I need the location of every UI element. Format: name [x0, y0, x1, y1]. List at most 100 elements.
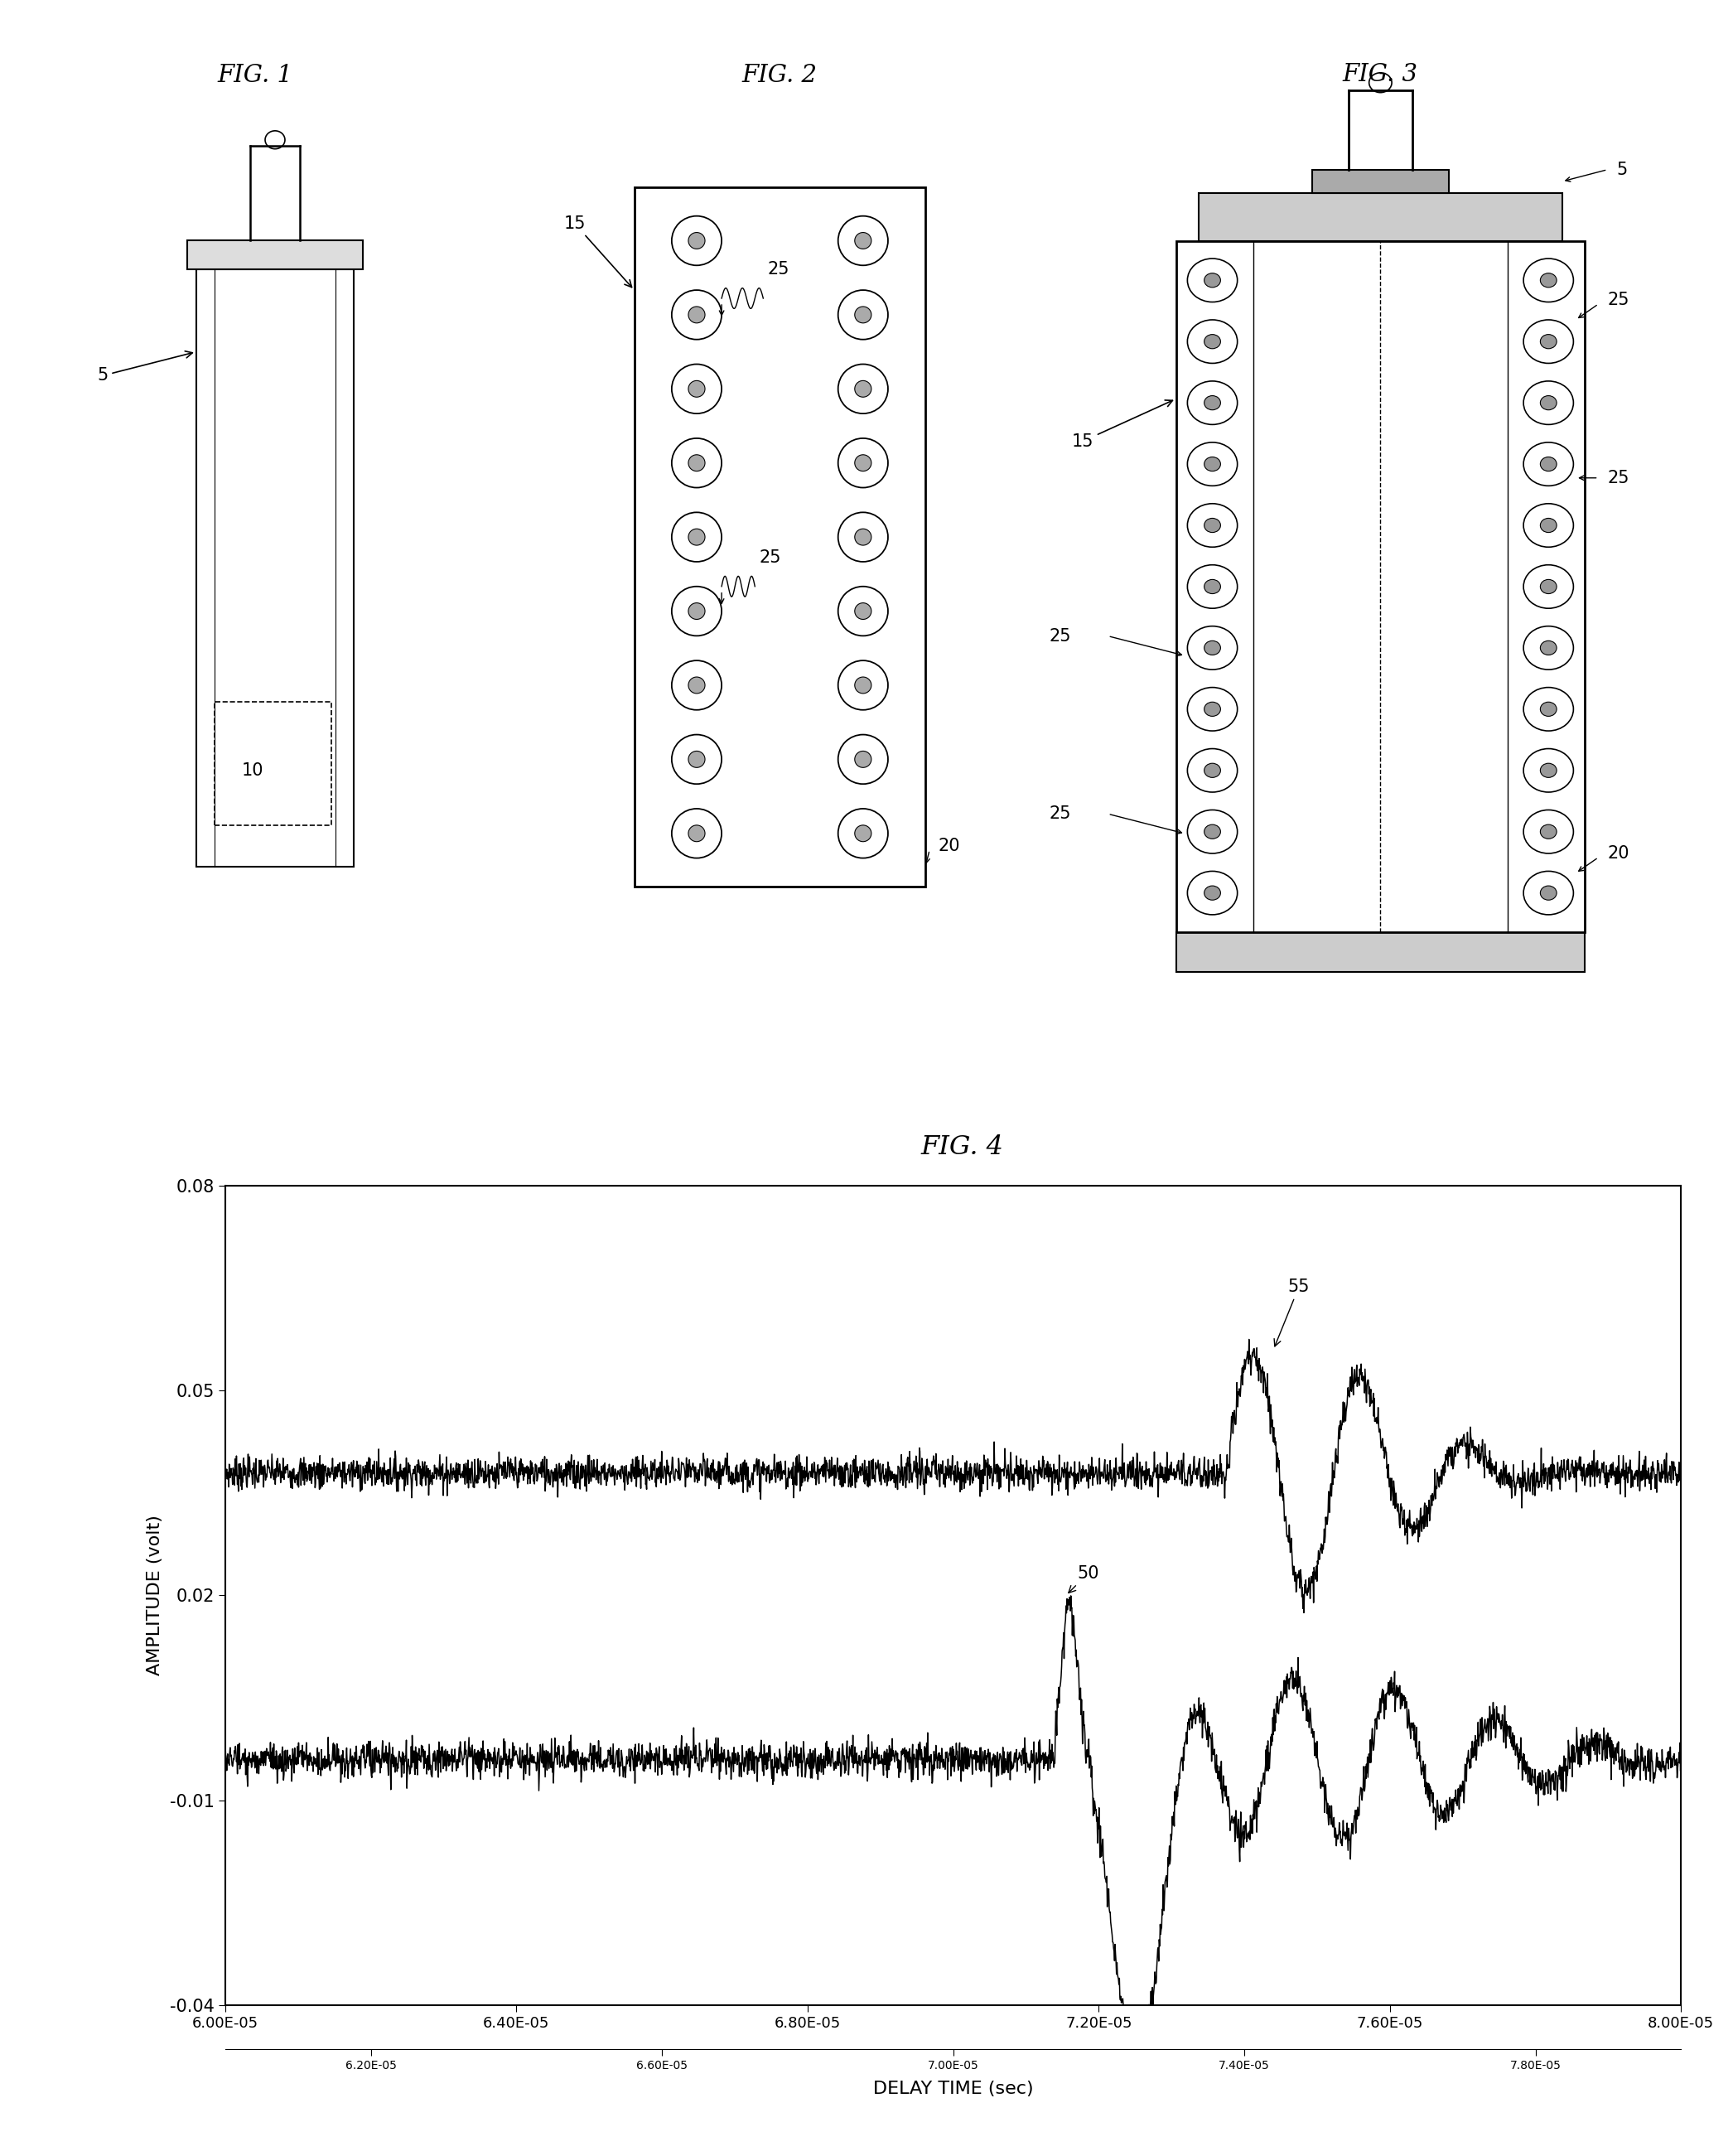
Circle shape [839, 216, 887, 265]
Circle shape [1523, 319, 1574, 362]
Circle shape [1204, 824, 1220, 839]
Text: 25: 25 [768, 261, 789, 278]
Circle shape [672, 364, 721, 414]
Circle shape [854, 455, 872, 472]
Circle shape [839, 586, 887, 636]
Circle shape [1541, 763, 1556, 778]
Circle shape [688, 677, 705, 694]
Circle shape [1187, 259, 1237, 302]
Circle shape [1187, 382, 1237, 425]
Circle shape [1187, 871, 1237, 914]
Circle shape [1541, 824, 1556, 839]
Text: 55: 55 [1274, 1279, 1310, 1345]
Circle shape [1541, 640, 1556, 655]
Text: 15: 15 [1071, 401, 1173, 451]
Circle shape [672, 808, 721, 858]
Circle shape [1204, 886, 1220, 899]
Circle shape [672, 291, 721, 338]
Circle shape [1541, 334, 1556, 349]
Circle shape [1204, 763, 1220, 778]
Circle shape [688, 306, 705, 323]
Text: FIG. 3: FIG. 3 [1343, 63, 1418, 86]
Circle shape [688, 233, 705, 248]
Text: 25: 25 [1608, 470, 1629, 487]
Bar [1199, 194, 1561, 241]
Text: 5: 5 [97, 351, 192, 384]
Circle shape [839, 291, 887, 338]
Bar [215, 701, 331, 826]
Circle shape [1541, 703, 1556, 716]
Circle shape [1541, 274, 1556, 287]
Circle shape [1541, 457, 1556, 472]
Bar [196, 270, 354, 867]
Circle shape [1541, 517, 1556, 533]
Text: 25: 25 [759, 550, 782, 565]
Text: 5: 5 [1617, 162, 1627, 179]
Circle shape [1523, 442, 1574, 485]
Circle shape [1369, 73, 1392, 93]
Text: FIG. 4: FIG. 4 [920, 1134, 1003, 1160]
Circle shape [1523, 871, 1574, 914]
Circle shape [854, 382, 872, 397]
Y-axis label: AMPLITUDE (volt): AMPLITUDE (volt) [146, 1516, 163, 1675]
Circle shape [1187, 319, 1237, 362]
Circle shape [688, 455, 705, 472]
Circle shape [1204, 640, 1220, 655]
Circle shape [1541, 397, 1556, 410]
Circle shape [672, 438, 721, 487]
Circle shape [688, 750, 705, 768]
Circle shape [672, 513, 721, 563]
Circle shape [839, 808, 887, 858]
Circle shape [854, 826, 872, 841]
Circle shape [854, 677, 872, 694]
Circle shape [1187, 442, 1237, 485]
Circle shape [672, 660, 721, 709]
Text: 20: 20 [938, 837, 960, 854]
Circle shape [839, 438, 887, 487]
Bar [1177, 241, 1584, 931]
Circle shape [1187, 748, 1237, 791]
Circle shape [1204, 334, 1220, 349]
Circle shape [1187, 625, 1237, 671]
Circle shape [839, 660, 887, 709]
Circle shape [688, 382, 705, 397]
Text: 50: 50 [1069, 1565, 1099, 1593]
Bar [1177, 931, 1584, 972]
Circle shape [1523, 811, 1574, 854]
Bar [1312, 170, 1449, 194]
Text: 25: 25 [1048, 806, 1071, 821]
Text: 25: 25 [1608, 291, 1629, 308]
Bar [187, 241, 362, 270]
Text: 10: 10 [241, 763, 263, 778]
Bar [634, 188, 925, 886]
Circle shape [1187, 688, 1237, 731]
Circle shape [854, 233, 872, 248]
Circle shape [1204, 457, 1220, 472]
Text: 15: 15 [563, 216, 633, 287]
Circle shape [265, 132, 284, 149]
Circle shape [1523, 259, 1574, 302]
Circle shape [1541, 886, 1556, 899]
Circle shape [1523, 382, 1574, 425]
Circle shape [839, 364, 887, 414]
Circle shape [1187, 505, 1237, 548]
Circle shape [1204, 703, 1220, 716]
Circle shape [672, 216, 721, 265]
Text: FIG. 1: FIG. 1 [217, 65, 293, 86]
Circle shape [854, 604, 872, 619]
Circle shape [1187, 811, 1237, 854]
Circle shape [1204, 517, 1220, 533]
Circle shape [839, 513, 887, 563]
Circle shape [672, 735, 721, 785]
X-axis label: DELAY TIME (sec): DELAY TIME (sec) [873, 2081, 1033, 2098]
Circle shape [688, 604, 705, 619]
Circle shape [854, 306, 872, 323]
Circle shape [839, 735, 887, 785]
Circle shape [1187, 565, 1237, 608]
Circle shape [1204, 580, 1220, 593]
Circle shape [1541, 580, 1556, 593]
Circle shape [854, 528, 872, 545]
Circle shape [688, 826, 705, 841]
Text: FIG. 2: FIG. 2 [742, 65, 818, 86]
Text: 25: 25 [1048, 627, 1071, 645]
